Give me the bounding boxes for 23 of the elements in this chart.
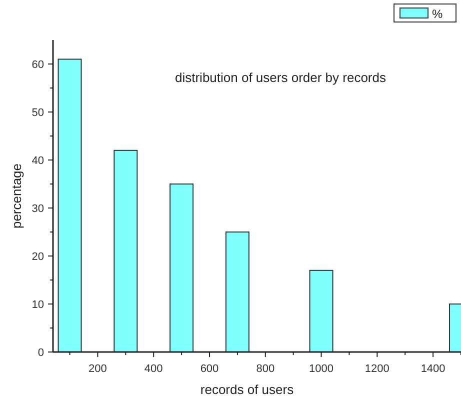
x-tick-label: 200 <box>88 363 107 375</box>
bar <box>170 184 194 352</box>
y-tick-label: 10 <box>32 299 44 311</box>
y-tick-label: 30 <box>32 203 44 215</box>
y-tick-label: 50 <box>32 107 44 119</box>
x-tick-label: 1000 <box>309 363 334 375</box>
x-tick-label: 600 <box>200 363 219 375</box>
y-tick-label: 20 <box>32 251 44 263</box>
bar <box>58 58 82 352</box>
bar <box>225 232 250 352</box>
text: distribution of users order by records <box>175 70 386 85</box>
x-tick-label: 1400 <box>420 363 446 375</box>
y-tick-label: 40 <box>32 155 44 167</box>
bar <box>114 150 138 352</box>
legend-label: % <box>432 7 443 21</box>
x-tick-label: 400 <box>144 363 163 375</box>
x-tick-label: 800 <box>256 363 275 375</box>
y-tick-label: 60 <box>32 59 44 71</box>
bar <box>309 270 334 352</box>
x-tick-label: 1200 <box>364 363 390 375</box>
y-tick-label: 0 <box>38 347 44 359</box>
x-axis-title: records of users <box>200 382 294 397</box>
y-axis-title: percentage <box>9 163 24 229</box>
